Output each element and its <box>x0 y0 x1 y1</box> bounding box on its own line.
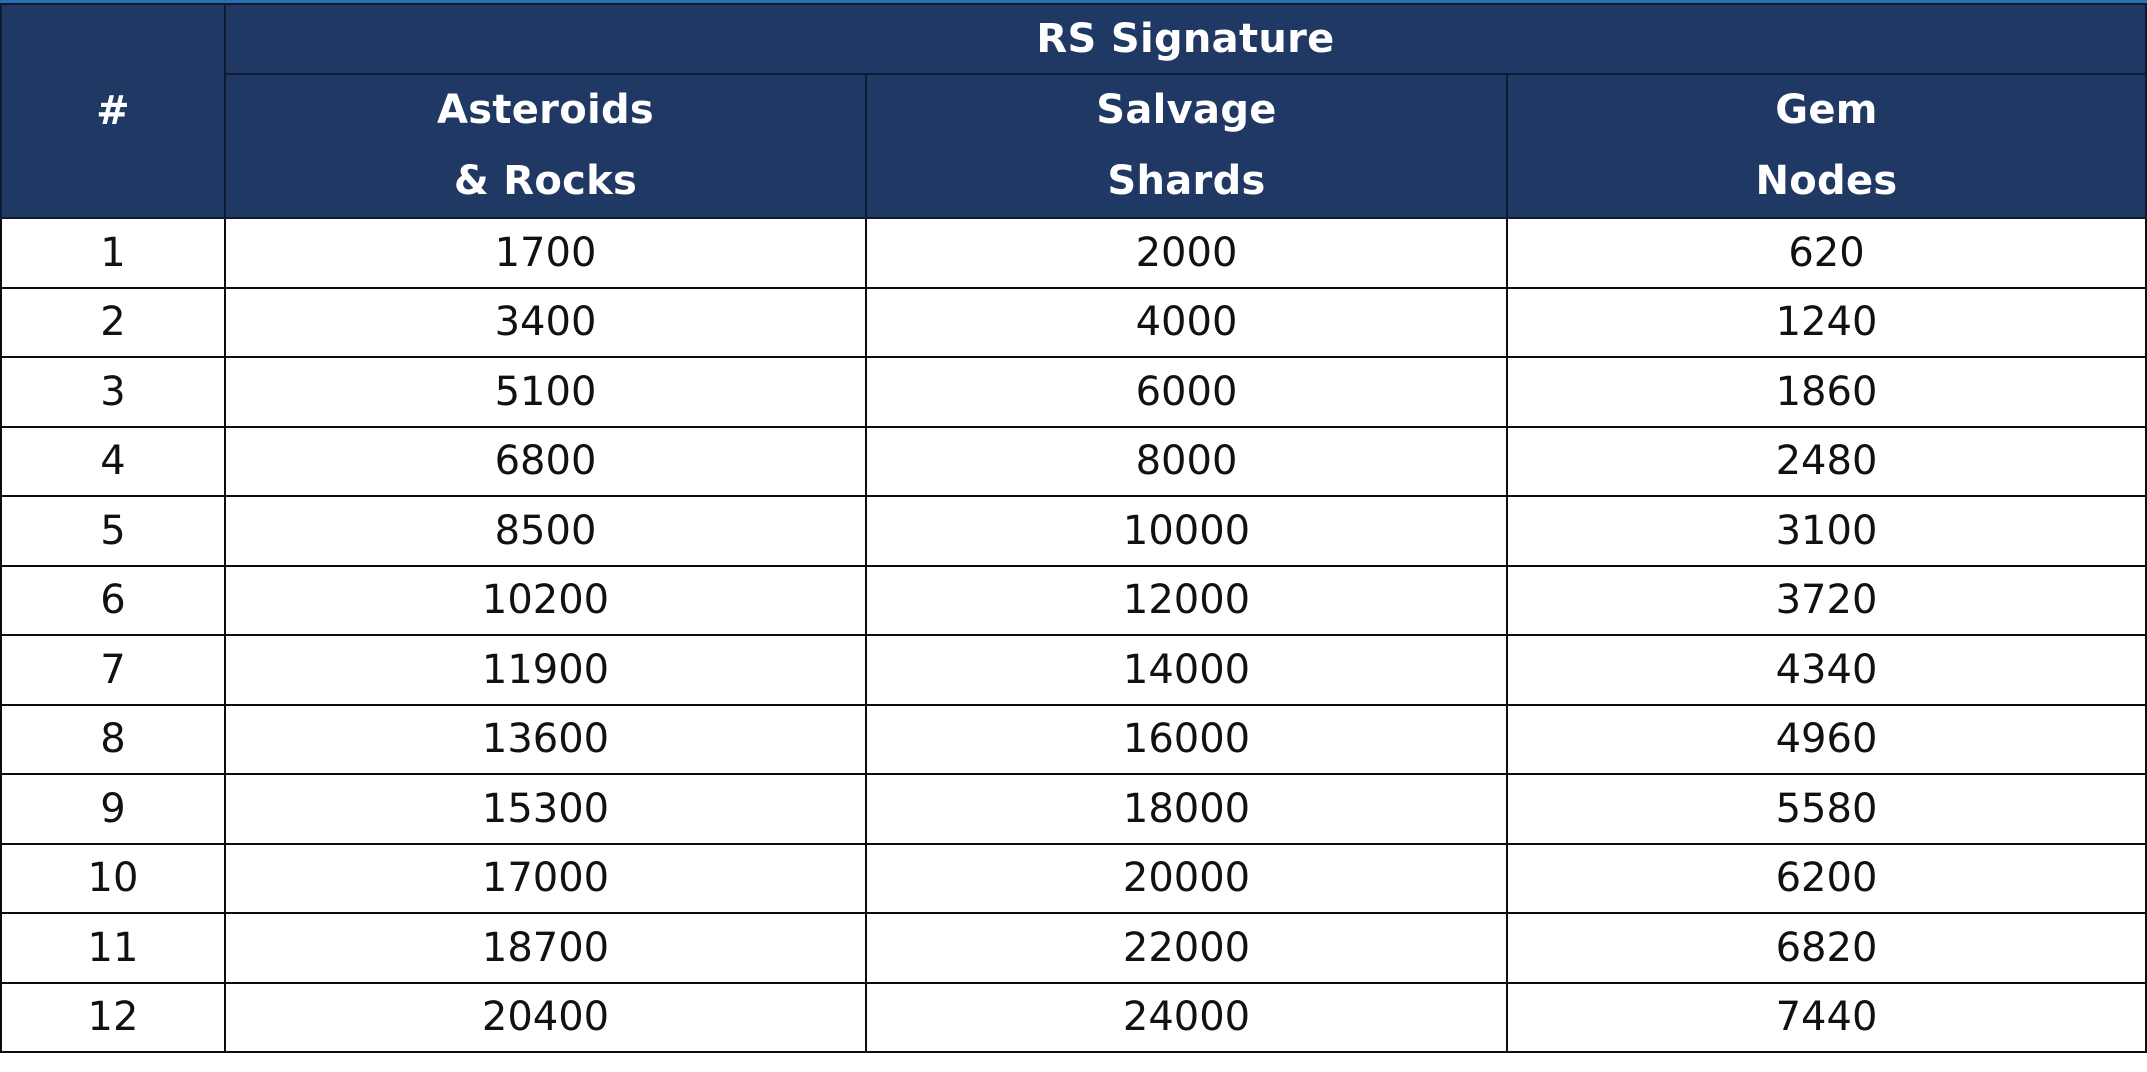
row-number-cell[interactable]: 7 <box>0 634 226 706</box>
asteroids-cell[interactable]: 5100 <box>224 356 867 428</box>
column-header-asteroids-rocks[interactable]: Asteroids & Rocks <box>224 73 867 219</box>
gem-cell[interactable]: 3720 <box>1505 564 2147 636</box>
table-row: 3 5100 6000 1860 <box>0 356 2147 428</box>
asteroids-cell[interactable]: 1700 <box>224 217 867 289</box>
asteroids-cell[interactable]: 15300 <box>224 773 867 845</box>
rs-signature-table: # RS Signature Asteroids & Rocks Salvage… <box>0 3 2147 1053</box>
salvage-cell[interactable]: 20000 <box>865 842 1508 914</box>
column-header-line: & Rocks <box>453 158 638 204</box>
column-header-line: Gem <box>1775 87 1878 133</box>
gem-cell[interactable]: 3100 <box>1505 495 2147 567</box>
asteroids-cell[interactable]: 10200 <box>224 564 867 636</box>
row-number-cell[interactable]: 10 <box>0 842 226 914</box>
row-number-cell[interactable]: 5 <box>0 495 226 567</box>
table-row: 2 3400 4000 1240 <box>0 286 2147 358</box>
gem-cell[interactable]: 7440 <box>1505 981 2147 1053</box>
gem-cell[interactable]: 4960 <box>1505 703 2147 775</box>
column-header-salvage-shards[interactable]: Salvage Shards <box>865 73 1508 219</box>
gem-cell[interactable]: 5580 <box>1505 773 2147 845</box>
group-header-rs-signature[interactable]: RS Signature <box>223 3 2147 75</box>
column-header-line: Shards <box>1107 158 1266 204</box>
salvage-cell[interactable]: 14000 <box>865 634 1508 706</box>
column-header-line: Salvage <box>1096 87 1277 133</box>
gem-cell[interactable]: 1860 <box>1505 356 2147 428</box>
index-column-header[interactable]: # <box>0 3 226 219</box>
table-row: 1 1700 2000 620 <box>0 217 2147 289</box>
table-row: 10 17000 20000 6200 <box>0 842 2147 914</box>
row-number-cell[interactable]: 6 <box>0 564 226 636</box>
table-row: 6 10200 12000 3720 <box>0 564 2147 636</box>
row-number-cell[interactable]: 9 <box>0 773 226 845</box>
salvage-cell[interactable]: 4000 <box>865 286 1508 358</box>
asteroids-cell[interactable]: 11900 <box>224 634 867 706</box>
salvage-cell[interactable]: 2000 <box>865 217 1508 289</box>
salvage-cell[interactable]: 10000 <box>865 495 1508 567</box>
row-number-cell[interactable]: 2 <box>0 286 226 358</box>
header-row-columns: Asteroids & Rocks Salvage Shards Gem Nod… <box>1 73 2147 219</box>
salvage-cell[interactable]: 8000 <box>865 425 1508 497</box>
column-header-gem-nodes[interactable]: Gem Nodes <box>1505 73 2147 219</box>
salvage-cell[interactable]: 6000 <box>865 356 1508 428</box>
selection-strip <box>0 0 2147 6</box>
table-header: # RS Signature Asteroids & Rocks Salvage… <box>0 3 2147 219</box>
asteroids-cell[interactable]: 20400 <box>224 981 867 1053</box>
salvage-cell[interactable]: 22000 <box>865 912 1508 984</box>
header-row-group: # RS Signature <box>0 3 2147 219</box>
asteroids-cell[interactable]: 6800 <box>224 425 867 497</box>
table-row: 5 8500 10000 3100 <box>0 495 2147 567</box>
gem-cell[interactable]: 1240 <box>1505 286 2147 358</box>
row-number-cell[interactable]: 3 <box>0 356 226 428</box>
row-number-cell[interactable]: 1 <box>0 217 226 289</box>
salvage-cell[interactable]: 18000 <box>865 773 1508 845</box>
row-number-cell[interactable]: 12 <box>0 981 226 1053</box>
row-number-cell[interactable]: 4 <box>0 425 226 497</box>
gem-cell[interactable]: 620 <box>1505 217 2147 289</box>
row-number-cell[interactable]: 8 <box>0 703 226 775</box>
table-body: 1 1700 2000 620 2 3400 4000 1240 3 5100 … <box>0 217 2147 1053</box>
salvage-cell[interactable]: 16000 <box>865 703 1508 775</box>
asteroids-cell[interactable]: 18700 <box>224 912 867 984</box>
salvage-cell[interactable]: 12000 <box>865 564 1508 636</box>
table-row: 9 15300 18000 5580 <box>0 773 2147 845</box>
asteroids-cell[interactable]: 3400 <box>224 286 867 358</box>
asteroids-cell[interactable]: 8500 <box>224 495 867 567</box>
gem-cell[interactable]: 4340 <box>1505 634 2147 706</box>
column-header-line: Nodes <box>1755 158 1898 204</box>
table-row: 8 13600 16000 4960 <box>0 703 2147 775</box>
asteroids-cell[interactable]: 17000 <box>224 842 867 914</box>
gem-cell[interactable]: 6820 <box>1505 912 2147 984</box>
row-number-cell[interactable]: 11 <box>0 912 226 984</box>
gem-cell[interactable]: 6200 <box>1505 842 2147 914</box>
gem-cell[interactable]: 2480 <box>1505 425 2147 497</box>
table-row: 11 18700 22000 6820 <box>0 912 2147 984</box>
asteroids-cell[interactable]: 13600 <box>224 703 867 775</box>
salvage-cell[interactable]: 24000 <box>865 981 1508 1053</box>
table-row: 7 11900 14000 4340 <box>0 634 2147 706</box>
table-row: 4 6800 8000 2480 <box>0 425 2147 497</box>
table-row: 12 20400 24000 7440 <box>0 981 2147 1053</box>
column-header-line: Asteroids <box>436 87 655 133</box>
